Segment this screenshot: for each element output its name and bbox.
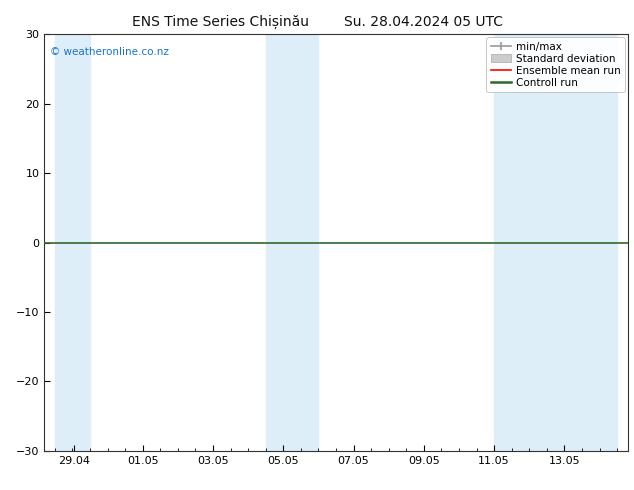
Bar	[301, 34, 318, 451]
Legend: min/max, Standard deviation, Ensemble mean run, Controll run: min/max, Standard deviation, Ensemble me…	[486, 37, 624, 92]
Bar	[55, 34, 90, 451]
Bar	[529, 34, 564, 451]
Bar	[564, 34, 617, 451]
Bar	[266, 34, 301, 451]
Text: © weatheronline.co.nz: © weatheronline.co.nz	[50, 47, 169, 57]
Text: ENS Time Series Chișinău        Su. 28.04.2024 05 UTC: ENS Time Series Chișinău Su. 28.04.2024 …	[131, 15, 503, 29]
Bar	[494, 34, 529, 451]
